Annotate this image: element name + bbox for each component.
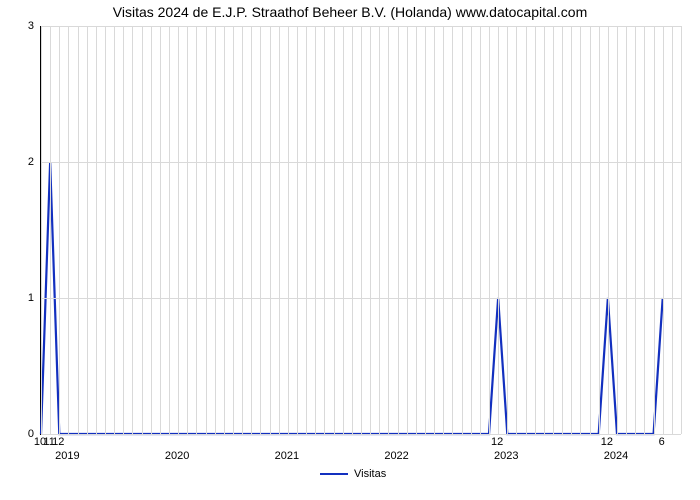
gridline-v: [169, 26, 170, 434]
gridline-v: [526, 26, 527, 434]
gridline-v: [142, 26, 143, 434]
gridline-v: [78, 26, 79, 434]
gridline-v: [425, 26, 426, 434]
gridline-v: [215, 26, 216, 434]
gridline-v: [480, 26, 481, 434]
gridline-v: [544, 26, 545, 434]
gridline-v: [398, 26, 399, 434]
gridline-v: [654, 26, 655, 434]
gridline-v: [681, 26, 682, 434]
gridline-v: [562, 26, 563, 434]
y-tick-label: 3: [12, 20, 34, 32]
gridline-v: [635, 26, 636, 434]
gridline-v: [498, 26, 499, 434]
gridline-v: [224, 26, 225, 434]
chart-title: Visitas 2024 de E.J.P. Straathof Beheer …: [0, 4, 700, 20]
gridline-v: [242, 26, 243, 434]
gridline-v: [626, 26, 627, 434]
gridline-v: [206, 26, 207, 434]
gridline-v: [407, 26, 408, 434]
gridline-v: [270, 26, 271, 434]
gridline-v: [114, 26, 115, 434]
gridline-h: [41, 434, 681, 435]
gridline-v: [68, 26, 69, 434]
gridline-v: [87, 26, 88, 434]
x-tick-label: 2024: [604, 450, 628, 462]
gridline-v: [553, 26, 554, 434]
gridline-v: [663, 26, 664, 434]
gridline-v: [151, 26, 152, 434]
gridline-v: [334, 26, 335, 434]
gridline-v: [599, 26, 600, 434]
gridline-v: [279, 26, 280, 434]
gridline-v: [571, 26, 572, 434]
gridline-h: [41, 26, 681, 27]
gridline-v: [489, 26, 490, 434]
gridline-v: [196, 26, 197, 434]
gridline-v: [672, 26, 673, 434]
x-tick-secondary: 12: [52, 436, 64, 448]
gridline-v: [306, 26, 307, 434]
gridline-v: [370, 26, 371, 434]
gridline-v: [388, 26, 389, 434]
gridline-v: [434, 26, 435, 434]
gridline-h: [41, 298, 681, 299]
gridline-v: [59, 26, 60, 434]
gridline-v: [251, 26, 252, 434]
gridline-v: [516, 26, 517, 434]
y-tick-label: 2: [12, 156, 34, 168]
gridline-v: [105, 26, 106, 434]
gridline-v: [132, 26, 133, 434]
gridline-v: [452, 26, 453, 434]
gridline-v: [443, 26, 444, 434]
x-tick-label: 2023: [494, 450, 518, 462]
gridline-h: [41, 162, 681, 163]
gridline-v: [608, 26, 609, 434]
plot-area: [40, 26, 681, 435]
gridline-v: [617, 26, 618, 434]
gridline-v: [535, 26, 536, 434]
gridline-v: [462, 26, 463, 434]
gridline-v: [178, 26, 179, 434]
gridline-v: [343, 26, 344, 434]
gridline-v: [96, 26, 97, 434]
x-tick-label: 2022: [384, 450, 408, 462]
gridline-v: [507, 26, 508, 434]
gridline-v: [123, 26, 124, 434]
gridline-v: [41, 26, 42, 434]
legend-swatch: [320, 473, 348, 475]
gridline-v: [297, 26, 298, 434]
gridline-v: [361, 26, 362, 434]
x-tick-label: 2019: [55, 450, 79, 462]
gridline-v: [233, 26, 234, 434]
gridline-v: [260, 26, 261, 434]
y-tick-label: 0: [12, 428, 34, 440]
gridline-v: [590, 26, 591, 434]
gridline-v: [187, 26, 188, 434]
x-tick-secondary: 12: [491, 436, 503, 448]
gridline-v: [644, 26, 645, 434]
x-tick-secondary: 6: [659, 436, 665, 448]
gridline-v: [160, 26, 161, 434]
gridline-v: [580, 26, 581, 434]
x-tick-secondary: 12: [601, 436, 613, 448]
gridline-v: [315, 26, 316, 434]
gridline-v: [324, 26, 325, 434]
gridline-v: [471, 26, 472, 434]
y-tick-label: 1: [12, 292, 34, 304]
gridline-v: [352, 26, 353, 434]
gridline-v: [379, 26, 380, 434]
chart-container: Visitas 2024 de E.J.P. Straathof Beheer …: [0, 0, 700, 500]
legend-label: Visitas: [354, 468, 386, 480]
gridline-v: [288, 26, 289, 434]
gridline-v: [416, 26, 417, 434]
gridline-v: [50, 26, 51, 434]
x-tick-label: 2020: [165, 450, 189, 462]
x-tick-label: 2021: [275, 450, 299, 462]
legend: Visitas: [320, 468, 386, 480]
